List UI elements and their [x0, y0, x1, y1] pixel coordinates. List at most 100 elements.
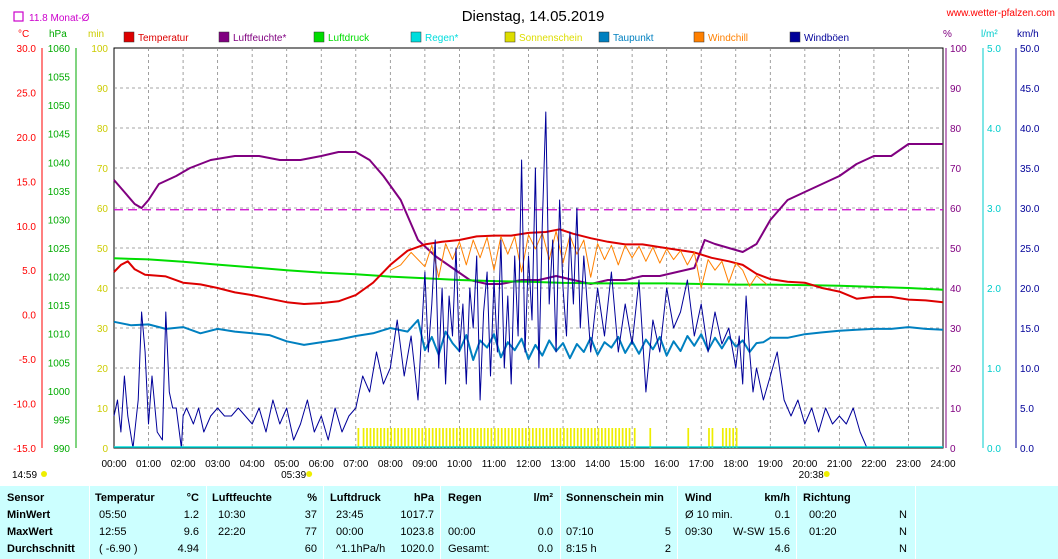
x-tick-label: 08:00 — [378, 459, 403, 470]
y-tick-label-pressure: 1015 — [48, 301, 71, 312]
stats-cell: Luftfeuchte — [212, 492, 272, 504]
stats-cell: 23:45 — [336, 509, 364, 521]
y-tick-label-humidity: 0 — [950, 444, 956, 455]
y-tick-label-wind: 0.0 — [1020, 444, 1034, 455]
y-tick-label-pressure: 1010 — [48, 330, 71, 341]
x-tick-label: 12:00 — [516, 459, 541, 470]
sunshine-bar — [525, 428, 527, 448]
sunshine-bar — [483, 428, 486, 448]
sunshine-bar — [421, 428, 424, 448]
series-line — [113, 257, 944, 291]
sunshine-bar — [490, 428, 493, 448]
sunshine-bar — [452, 428, 455, 448]
sunshine-bar — [521, 428, 524, 448]
x-tick-label: 19:00 — [758, 459, 783, 470]
unit-sunshine: min — [88, 29, 104, 40]
sunshine-bar — [711, 428, 714, 448]
stats-cell: 05:50 — [99, 509, 127, 521]
x-tick-label: 13:00 — [551, 459, 576, 470]
sunshine-bar — [538, 428, 541, 448]
legend-label: Sonnenschein — [519, 33, 582, 44]
sunshine-bar — [518, 428, 520, 448]
stats-cell: 1.2 — [183, 509, 199, 521]
sunshine-bar — [563, 428, 565, 448]
stats-cell: Luftdruck — [330, 492, 381, 504]
y-tick-label-humidity: 70 — [950, 164, 962, 175]
x-tick-label: 23:00 — [896, 459, 921, 470]
x-tick-label: 16:00 — [654, 459, 679, 470]
x-tick-label: 15:00 — [620, 459, 645, 470]
stats-cell: l/m² — [533, 492, 553, 504]
stats-cell: 77 — [304, 526, 317, 538]
y-tick-label-pressure: 1030 — [48, 215, 71, 226]
sunshine-bar — [625, 428, 627, 448]
stats-cell: N — [899, 509, 907, 521]
sunshine-bar — [628, 428, 631, 448]
stats-cell: 5 — [664, 526, 671, 538]
y-tick-label-rain: 3.0 — [987, 204, 1001, 215]
y-tick-label-temp: 30.0 — [17, 44, 37, 55]
y-tick-label-wind: 50.0 — [1020, 44, 1040, 55]
x-tick-label: 22:00 — [861, 459, 886, 470]
legend-label: Luftfeuchte* — [233, 33, 286, 44]
sunshine-bar — [362, 428, 365, 448]
y-tick-label-sunshine: 20 — [97, 364, 109, 375]
y-tick-label-pressure: 1040 — [48, 158, 71, 169]
stats-cell: 15.6 — [768, 526, 790, 538]
legend-swatch — [504, 31, 516, 43]
sunshine-bar — [573, 428, 576, 448]
sunshine-bar — [466, 428, 469, 448]
stats-table: Sensor Temperatur °C Luftfeuchte% Luftdruck h… — [0, 486, 1058, 559]
x-tick-label: 09:00 — [412, 459, 437, 470]
stats-cell: ( -6.90 ) — [99, 543, 138, 555]
y-tick-label-temp: 25.0 — [17, 88, 37, 99]
sunshine-bar — [725, 428, 728, 448]
stats-cell: 9.6 — [183, 526, 199, 538]
stats-cell: 00:20 — [809, 509, 837, 521]
y-tick-label-pressure: 1060 — [48, 44, 71, 55]
sunshine-bar — [621, 428, 624, 448]
y-tick-label-rain: 0.0 — [987, 444, 1001, 455]
sunrise-icon — [306, 471, 313, 477]
y-tick-label-humidity: 40 — [950, 284, 962, 295]
sunshine-bar — [566, 428, 569, 448]
stats-cell: Sonnenschein min — [566, 492, 664, 504]
stats-cell: N — [899, 543, 907, 555]
y-tick-label-wind: 40.0 — [1020, 124, 1040, 135]
grid — [113, 47, 944, 449]
legend-swatch — [313, 31, 325, 43]
sunshine-bar — [397, 428, 399, 448]
sunshine-bar — [504, 428, 507, 448]
sunshine-bar — [449, 428, 451, 448]
sunshine-bar — [438, 428, 441, 448]
sunshine-bar — [469, 428, 472, 448]
y-tick-label-pressure: 1005 — [48, 358, 71, 369]
sunshine-bar — [366, 428, 368, 448]
site-link[interactable]: www.wetter-pfalzen.com — [946, 8, 1055, 19]
sunshine-bar — [500, 428, 503, 448]
sunshine-bar — [552, 428, 555, 448]
y-tick-label-temp: 5.0 — [22, 266, 36, 277]
legend-swatch — [598, 31, 610, 43]
sunshine-bar — [400, 428, 403, 448]
sunshine-bar — [535, 428, 538, 448]
stats-cell: Wind — [685, 492, 712, 504]
sunshine-bar — [649, 428, 652, 448]
sunshine-bar — [597, 428, 600, 448]
stats-cell: % — [307, 492, 317, 504]
y-tick-label-pressure: 995 — [53, 415, 70, 426]
sunshine-bar — [442, 428, 444, 448]
month-avg-marker — [13, 11, 24, 22]
legend-swatch — [410, 31, 422, 43]
y-tick-label-wind: 45.0 — [1020, 84, 1040, 95]
stats-cell: Ø 10 min. — [685, 509, 733, 521]
legend-label: Temperatur — [138, 33, 189, 44]
sunshine-bar — [542, 428, 545, 448]
x-tick-label: 02:00 — [171, 459, 196, 470]
y-tick-label-sunshine: 80 — [97, 124, 109, 135]
y-tick-label-sunshine: 30 — [97, 324, 109, 335]
sunshine-bar — [445, 428, 448, 448]
x-tick-label: 10:00 — [447, 459, 472, 470]
sunshine-bar — [480, 428, 482, 448]
